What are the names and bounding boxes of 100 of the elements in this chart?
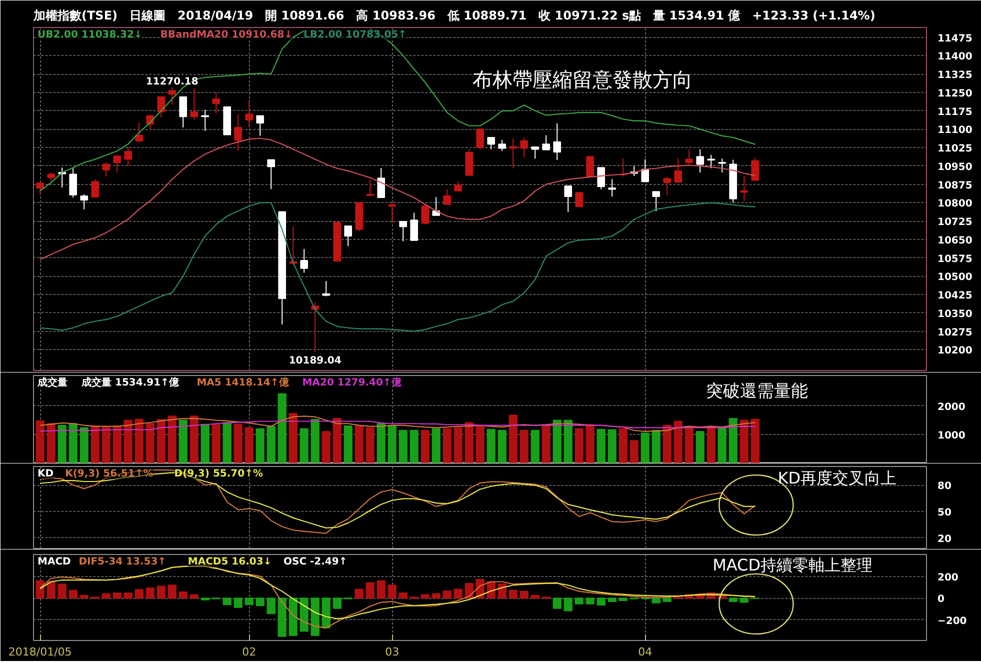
bar xyxy=(508,590,518,599)
bar xyxy=(58,584,66,599)
candlestick xyxy=(69,168,78,198)
bar xyxy=(442,590,452,599)
y-tick-label: 50 xyxy=(938,507,952,518)
bar xyxy=(288,412,298,463)
bar xyxy=(674,420,682,463)
bar xyxy=(68,423,78,463)
chart-title: KD xyxy=(38,468,54,480)
y-tick-label: 10875 xyxy=(938,180,972,192)
x-tick-label: 04 xyxy=(638,646,652,658)
bar xyxy=(134,589,144,599)
candlestick xyxy=(300,248,308,274)
bar xyxy=(134,418,144,463)
bar xyxy=(718,428,726,463)
bar xyxy=(398,592,408,599)
y-tick-label: 11175 xyxy=(938,106,972,118)
bar xyxy=(696,430,704,463)
candlestick xyxy=(377,168,386,198)
candlestick xyxy=(344,225,352,247)
y-tick-label: 80 xyxy=(938,481,952,492)
bar xyxy=(552,598,562,609)
candlestick xyxy=(399,221,408,242)
y-tick-label: 20 xyxy=(938,534,952,545)
candlestick xyxy=(388,201,396,224)
candlestick xyxy=(542,134,550,150)
bar xyxy=(376,423,386,463)
bar xyxy=(388,584,396,599)
bar xyxy=(124,420,132,463)
bar xyxy=(652,598,660,604)
line-series xyxy=(40,416,756,432)
bar xyxy=(740,598,748,603)
bar xyxy=(618,598,628,602)
bar xyxy=(586,598,594,604)
bar xyxy=(476,424,484,463)
candlestick xyxy=(586,156,594,177)
y-tick-label: 200 xyxy=(938,572,958,584)
candlestick xyxy=(289,226,298,265)
bar xyxy=(112,592,122,599)
bar xyxy=(388,424,396,463)
bar xyxy=(574,598,584,604)
bar xyxy=(454,427,462,463)
bar xyxy=(332,598,342,609)
x-tick-label: 03 xyxy=(385,646,400,658)
candlestick xyxy=(465,148,474,176)
bar xyxy=(640,432,650,463)
bar xyxy=(662,598,672,602)
candlestick xyxy=(718,158,726,174)
bar xyxy=(178,420,188,463)
bar xyxy=(300,598,308,632)
candlestick xyxy=(751,157,760,182)
y-tick-label: 11025 xyxy=(938,144,972,155)
bar xyxy=(46,423,56,463)
bar xyxy=(740,420,748,463)
bar xyxy=(618,428,628,463)
candlestick xyxy=(432,196,440,216)
bar xyxy=(102,593,110,599)
bar xyxy=(410,430,418,463)
candlestick xyxy=(454,181,462,192)
y-tick-label: 10950 xyxy=(938,162,972,173)
bar xyxy=(564,420,572,463)
bar xyxy=(530,430,540,463)
bar xyxy=(234,424,242,463)
bar xyxy=(652,430,660,463)
y-tick-label: 10650 xyxy=(938,235,972,246)
annotation: MACD持續零軸上整理 xyxy=(712,556,873,574)
series-label: D(9,3) 55.70↑% xyxy=(174,468,263,480)
bar xyxy=(190,594,198,599)
bar xyxy=(454,588,462,599)
bar xyxy=(398,430,408,463)
bar xyxy=(278,393,286,463)
y-tick-label: 11325 xyxy=(938,70,972,82)
candlestick xyxy=(135,122,144,144)
bar xyxy=(310,598,320,636)
bar xyxy=(244,427,254,463)
text: KD再度交叉向上 xyxy=(778,468,897,488)
candlestick xyxy=(113,154,122,174)
bar xyxy=(498,430,506,463)
candlestick xyxy=(157,96,166,118)
bar xyxy=(706,426,716,463)
bar xyxy=(728,418,738,463)
bar xyxy=(222,422,232,463)
y-tick-label: 10350 xyxy=(938,308,972,320)
chart-title: 加權指數(TSE) 日線圖 2018/04/19 開 10891.66 高 10983.96 低 10889.71 收 10971.22 s點 量 1534.91 億 +123.33 (+1.14%) xyxy=(32,8,876,22)
candlestick xyxy=(674,158,682,184)
candlestick xyxy=(91,178,100,198)
bar xyxy=(332,418,342,463)
bar xyxy=(596,428,606,463)
candlestick xyxy=(102,162,110,177)
candlestick xyxy=(597,167,606,190)
candlestick xyxy=(520,137,528,158)
bar xyxy=(190,416,198,463)
bar xyxy=(520,590,528,599)
candlestick xyxy=(366,178,374,196)
bar xyxy=(300,428,308,463)
bar xyxy=(574,428,584,463)
bar xyxy=(310,419,320,463)
bar xyxy=(464,422,474,463)
bar xyxy=(168,416,176,463)
bar xyxy=(376,580,386,599)
